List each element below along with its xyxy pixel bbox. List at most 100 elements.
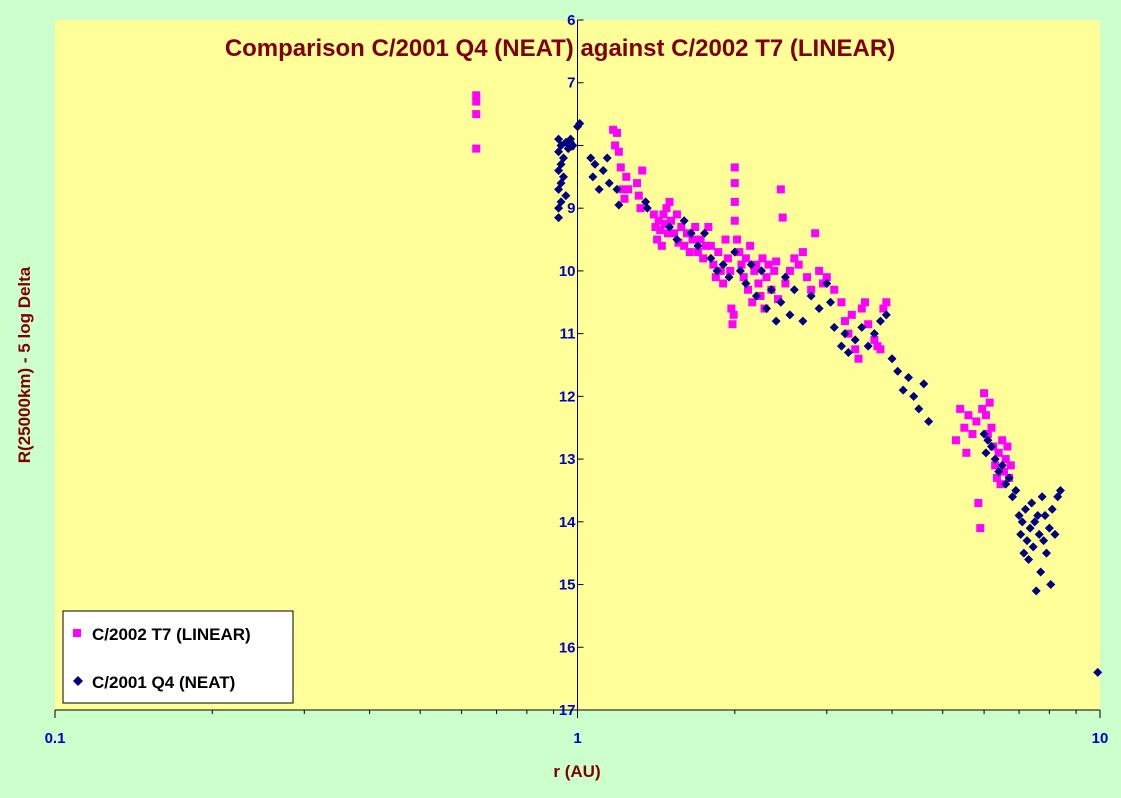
y-tick-label: 13: [559, 451, 576, 468]
data-point-linear: [964, 411, 973, 420]
data-point-linear: [704, 223, 713, 231]
data-point-neat: [903, 373, 913, 383]
data-point-neat: [598, 166, 608, 176]
data-point-neat: [857, 322, 867, 332]
x-tick-label: 0.1: [45, 730, 66, 747]
data-point-linear: [651, 223, 660, 231]
data-point-linear: [659, 210, 668, 219]
data-point-linear: [987, 423, 996, 432]
data-point-neat: [575, 119, 585, 128]
data-point-linear: [719, 279, 728, 288]
chart-title: Comparison C/2001 Q4 (NEAT) against C/20…: [225, 35, 895, 62]
data-point-linear: [854, 354, 863, 363]
data-point-neat: [735, 266, 745, 276]
data-point-neat: [869, 329, 879, 339]
data-point-neat: [641, 197, 651, 207]
data-point-linear: [667, 216, 676, 225]
data-point-neat: [757, 266, 767, 276]
data-point-linear: [803, 273, 812, 282]
series-neat: [554, 119, 1103, 677]
data-point-linear: [472, 110, 481, 119]
data-point-neat: [558, 153, 568, 163]
data-point-linear: [1006, 461, 1015, 470]
data-point-neat: [586, 153, 596, 163]
data-point-linear: [638, 166, 647, 175]
data-point-linear: [857, 304, 866, 313]
data-point-neat: [614, 200, 624, 210]
data-point-neat: [746, 260, 756, 270]
data-point-linear: [758, 254, 767, 263]
data-point-linear: [764, 260, 773, 269]
data-point-neat: [665, 222, 675, 232]
data-point-linear: [709, 260, 718, 269]
data-point-linear: [762, 273, 771, 282]
data-point-linear: [776, 185, 785, 194]
data-point-linear: [960, 423, 969, 432]
x-axis-label: r (AU): [553, 762, 600, 781]
data-point-linear: [634, 191, 643, 200]
data-point-neat: [840, 329, 850, 339]
data-point-neat: [1046, 580, 1056, 590]
data-point-neat: [909, 391, 919, 401]
data-point-neat: [1033, 511, 1043, 521]
data-point-neat: [1034, 529, 1044, 539]
data-point-neat: [850, 335, 860, 345]
data-point-neat: [554, 213, 564, 223]
data-point-linear: [721, 235, 730, 244]
data-point-linear: [798, 248, 807, 257]
y-tick-label: 7: [567, 75, 575, 92]
data-point-linear: [612, 128, 621, 137]
data-point-neat: [785, 310, 795, 320]
data-point-linear: [785, 266, 794, 275]
data-point-linear: [663, 229, 672, 238]
legend: C/2002 T7 (LINEAR) C/2001 Q4 (NEAT): [62, 610, 294, 704]
data-point-linear: [981, 411, 990, 420]
data-point-linear: [739, 273, 748, 282]
data-point-linear: [614, 147, 623, 156]
data-point-linear: [730, 179, 739, 188]
data-point-linear: [714, 248, 723, 257]
data-point-linear: [807, 285, 816, 294]
data-point-linear: [737, 260, 746, 269]
data-point-linear: [951, 436, 960, 445]
data-point-neat: [776, 297, 786, 307]
data-point-neat: [863, 341, 873, 351]
data-point-neat: [718, 260, 728, 270]
data-point-linear: [616, 163, 625, 172]
data-point-linear: [730, 197, 739, 206]
data-point-linear: [622, 172, 631, 181]
data-point-neat: [829, 322, 839, 332]
data-point-linear: [744, 285, 753, 294]
data-point-linear: [956, 404, 965, 413]
data-point-linear: [649, 210, 658, 219]
data-point-neat: [997, 460, 1007, 470]
data-point-neat: [672, 235, 682, 245]
data-point-neat: [1016, 529, 1026, 539]
data-point-neat: [893, 366, 903, 376]
data-point-linear: [882, 298, 891, 307]
data-point-neat: [1037, 492, 1047, 502]
data-point-neat: [568, 140, 578, 150]
data-point-neat: [983, 435, 993, 445]
data-point-neat: [798, 316, 808, 326]
data-point-linear: [992, 473, 1001, 482]
x-axis: 0.1 1 10: [45, 709, 1109, 747]
data-point-linear: [1003, 442, 1012, 451]
data-point-linear: [670, 229, 679, 238]
data-point-neat: [594, 184, 604, 194]
legend-label-neat: C/2001 Q4 (NEAT): [92, 673, 235, 692]
x-tick-label: 10: [1092, 730, 1109, 747]
data-point-neat: [822, 278, 832, 288]
data-point-linear: [840, 317, 849, 326]
data-point-linear: [662, 204, 671, 213]
data-point-neat: [981, 448, 991, 458]
data-point-neat: [914, 404, 924, 414]
y-axis: 67891011121314151617: [559, 12, 584, 719]
data-point-linear: [830, 285, 839, 294]
data-point-linear: [611, 141, 620, 150]
data-point-neat: [679, 216, 689, 226]
data-point-neat: [987, 442, 997, 452]
data-point-neat: [1044, 523, 1054, 533]
data-point-neat: [1030, 517, 1040, 527]
